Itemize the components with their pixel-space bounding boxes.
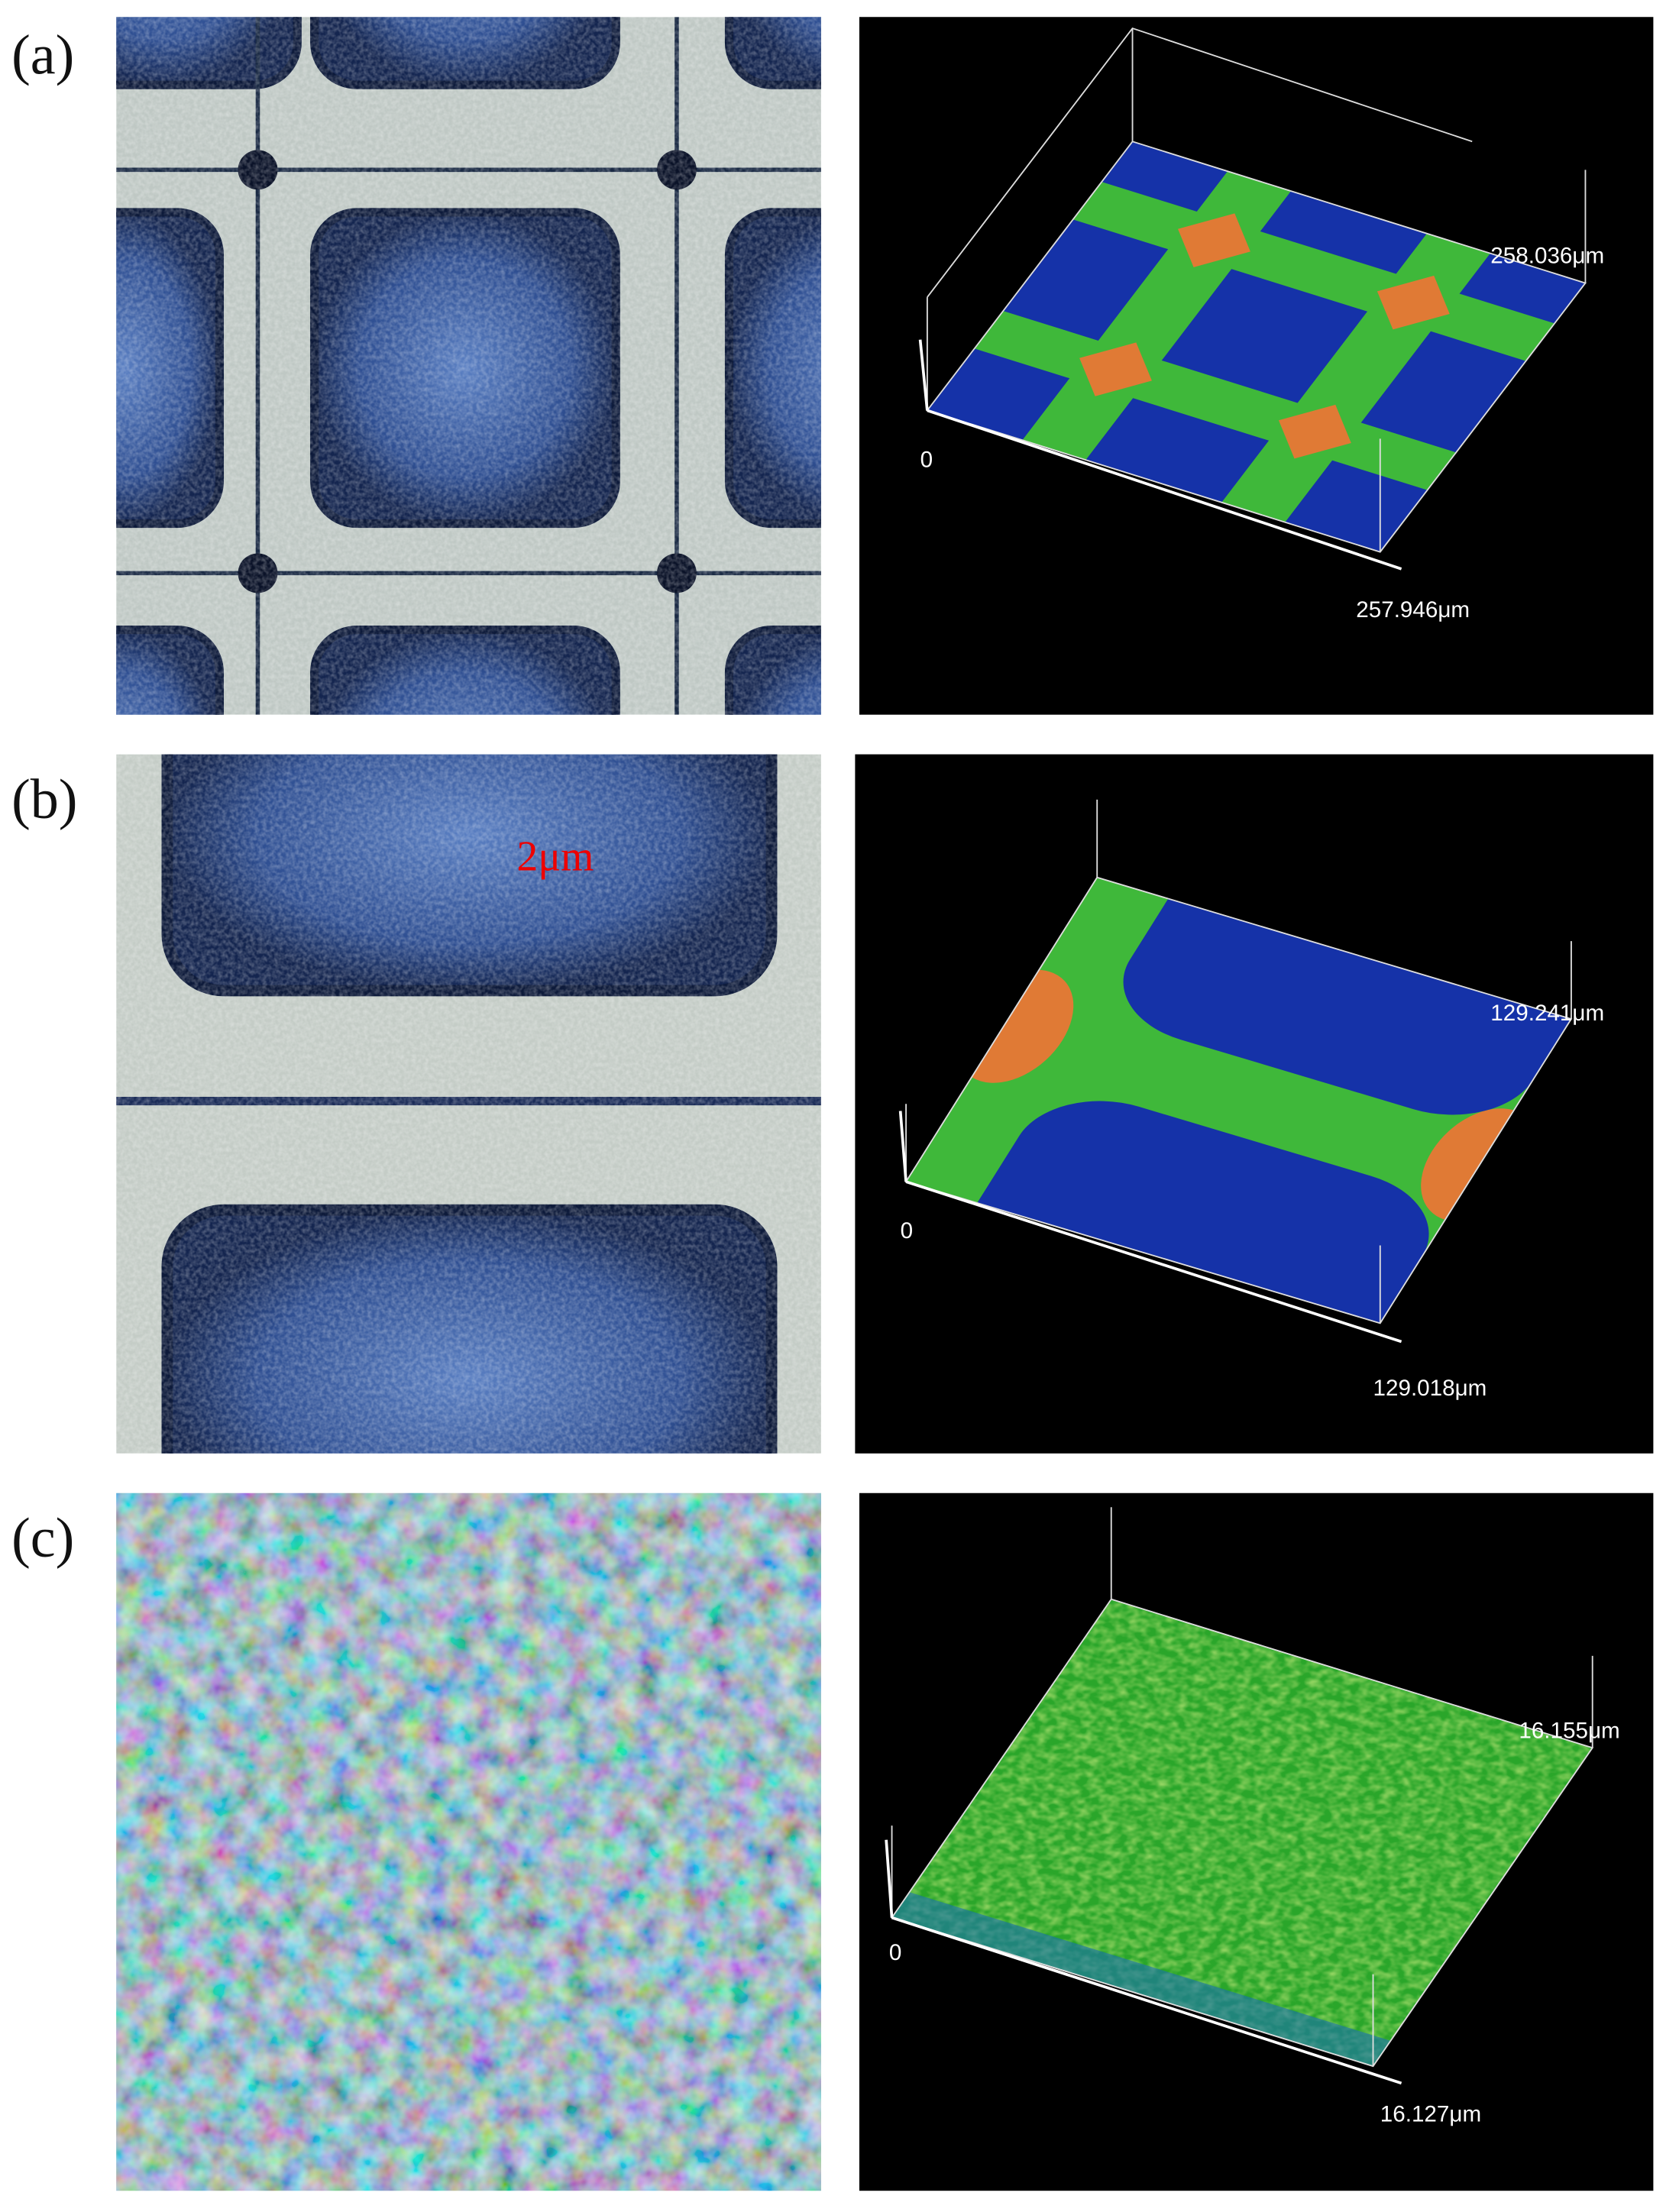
shape bbox=[1079, 342, 1152, 396]
micrograph bbox=[116, 1492, 821, 2191]
shape bbox=[918, 339, 1402, 571]
shape bbox=[898, 1111, 1402, 1344]
x-extent-label: 257.946μm bbox=[1356, 597, 1470, 623]
shape bbox=[116, 1492, 821, 2191]
y-extent-label: 16.155μm bbox=[1519, 1718, 1619, 1743]
bounding-box bbox=[918, 27, 1587, 571]
bounding-box bbox=[885, 1507, 1594, 2085]
shape bbox=[891, 1892, 1391, 2067]
origin-label: 0 bbox=[901, 1218, 913, 1243]
panel-label: (b) bbox=[11, 768, 77, 831]
shape bbox=[116, 17, 821, 715]
shape bbox=[927, 141, 1586, 552]
shape bbox=[1278, 404, 1351, 459]
panel-label: (a) bbox=[11, 24, 74, 86]
shape bbox=[1079, 213, 1450, 459]
origin-label: 0 bbox=[889, 1940, 901, 1965]
shape bbox=[974, 171, 1555, 522]
origin-label: 0 bbox=[920, 447, 933, 472]
micrograph bbox=[116, 754, 821, 1454]
surface bbox=[891, 1599, 1593, 2067]
shape bbox=[116, 754, 821, 1454]
surface bbox=[927, 141, 1586, 552]
x-extent-label: 129.018μm bbox=[1373, 1376, 1487, 1401]
micrograph bbox=[116, 17, 821, 715]
shape bbox=[1377, 275, 1450, 330]
panel-label: (c) bbox=[11, 1507, 74, 1570]
shape bbox=[1178, 213, 1250, 267]
bounding-box bbox=[898, 799, 1573, 1344]
scale-bar-label: 2μm bbox=[517, 833, 594, 881]
shape bbox=[891, 1507, 1594, 2068]
shape bbox=[885, 1839, 1402, 2085]
shape bbox=[891, 1599, 1593, 2067]
x-extent-label: 16.127μm bbox=[1380, 2101, 1481, 2126]
y-extent-label: 258.036μm bbox=[1490, 244, 1604, 269]
y-extent-label: 129.241μm bbox=[1490, 1001, 1604, 1026]
shape bbox=[926, 27, 1587, 553]
shape bbox=[904, 799, 1573, 1324]
